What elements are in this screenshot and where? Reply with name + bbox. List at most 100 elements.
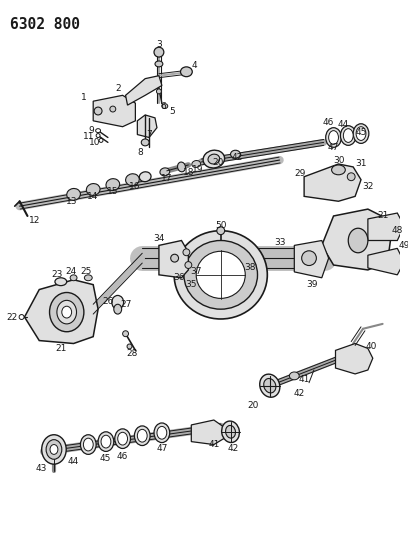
Text: 1: 1 <box>80 93 86 102</box>
Text: 38: 38 <box>244 263 256 272</box>
Ellipse shape <box>115 429 131 448</box>
Text: 7: 7 <box>146 130 152 139</box>
Ellipse shape <box>231 150 240 158</box>
Ellipse shape <box>139 172 151 182</box>
Ellipse shape <box>196 251 245 298</box>
Ellipse shape <box>141 139 149 146</box>
Text: 11: 11 <box>82 132 94 141</box>
Ellipse shape <box>332 165 345 175</box>
Text: 34: 34 <box>153 234 164 243</box>
Ellipse shape <box>101 435 111 448</box>
Text: 42: 42 <box>228 444 239 453</box>
Ellipse shape <box>226 425 235 438</box>
Text: 47: 47 <box>328 143 339 152</box>
Ellipse shape <box>126 174 139 185</box>
Text: 19: 19 <box>193 165 204 174</box>
Text: 43: 43 <box>35 464 47 473</box>
Text: 44: 44 <box>68 457 79 466</box>
Polygon shape <box>137 115 157 138</box>
Polygon shape <box>368 248 404 275</box>
Ellipse shape <box>192 160 201 167</box>
Text: 44: 44 <box>338 120 349 129</box>
Text: 41: 41 <box>208 440 220 449</box>
Text: 48: 48 <box>392 226 403 235</box>
Ellipse shape <box>326 128 341 147</box>
Ellipse shape <box>154 423 170 442</box>
Ellipse shape <box>137 430 147 442</box>
Ellipse shape <box>67 189 80 200</box>
Ellipse shape <box>110 106 116 112</box>
Text: 3: 3 <box>156 40 162 49</box>
Text: 49: 49 <box>399 241 408 250</box>
Ellipse shape <box>19 314 24 319</box>
Ellipse shape <box>155 61 163 67</box>
Ellipse shape <box>70 275 77 281</box>
Polygon shape <box>335 343 373 374</box>
Text: 6302 800: 6302 800 <box>10 17 80 32</box>
Text: 35: 35 <box>186 280 197 289</box>
Text: 16: 16 <box>129 182 140 191</box>
Polygon shape <box>322 209 390 270</box>
Ellipse shape <box>49 293 84 332</box>
Ellipse shape <box>42 435 66 464</box>
Text: 42: 42 <box>294 389 305 398</box>
Ellipse shape <box>222 421 239 442</box>
Text: 14: 14 <box>86 192 98 201</box>
Ellipse shape <box>46 440 62 459</box>
Text: 36: 36 <box>174 273 185 282</box>
Ellipse shape <box>171 254 179 262</box>
Text: 45: 45 <box>99 454 111 463</box>
Ellipse shape <box>177 162 186 172</box>
Text: 46: 46 <box>323 118 334 127</box>
Text: 29: 29 <box>295 169 306 179</box>
Ellipse shape <box>55 278 67 286</box>
Text: 30: 30 <box>334 156 345 165</box>
Ellipse shape <box>62 306 72 318</box>
Ellipse shape <box>356 127 366 140</box>
Ellipse shape <box>208 154 220 164</box>
Polygon shape <box>294 240 328 278</box>
Text: 27: 27 <box>120 300 131 309</box>
Polygon shape <box>191 420 224 445</box>
Text: 24: 24 <box>65 268 76 277</box>
Polygon shape <box>93 95 135 127</box>
Text: 40: 40 <box>365 342 377 351</box>
Text: 15: 15 <box>107 187 119 196</box>
Text: 50: 50 <box>215 221 226 230</box>
Ellipse shape <box>157 89 162 94</box>
Ellipse shape <box>344 128 353 142</box>
Ellipse shape <box>260 374 280 397</box>
Ellipse shape <box>134 426 150 446</box>
Ellipse shape <box>123 331 129 337</box>
Ellipse shape <box>162 103 168 109</box>
Ellipse shape <box>348 228 368 253</box>
Polygon shape <box>24 280 98 343</box>
Text: 46: 46 <box>117 452 128 461</box>
Ellipse shape <box>328 131 339 144</box>
Text: 47: 47 <box>156 444 168 453</box>
Text: 32: 32 <box>362 182 374 191</box>
Text: 22: 22 <box>6 312 18 321</box>
Ellipse shape <box>127 344 132 349</box>
Ellipse shape <box>80 435 96 454</box>
Ellipse shape <box>94 107 102 115</box>
Text: 18: 18 <box>183 168 194 177</box>
Ellipse shape <box>340 126 356 146</box>
Text: 28: 28 <box>127 349 138 358</box>
Text: 2: 2 <box>115 84 120 93</box>
Ellipse shape <box>180 67 192 77</box>
Polygon shape <box>126 76 162 105</box>
Text: 9: 9 <box>89 126 94 135</box>
Ellipse shape <box>96 134 100 138</box>
Ellipse shape <box>112 295 124 309</box>
Ellipse shape <box>185 262 192 269</box>
Ellipse shape <box>160 168 170 176</box>
Text: 21: 21 <box>55 344 67 353</box>
Ellipse shape <box>157 426 167 439</box>
Text: 23: 23 <box>51 270 62 279</box>
Text: 25: 25 <box>81 268 92 277</box>
Text: 13: 13 <box>66 197 78 206</box>
Ellipse shape <box>289 372 299 380</box>
Text: 5: 5 <box>169 107 175 116</box>
Text: 37: 37 <box>191 268 202 277</box>
